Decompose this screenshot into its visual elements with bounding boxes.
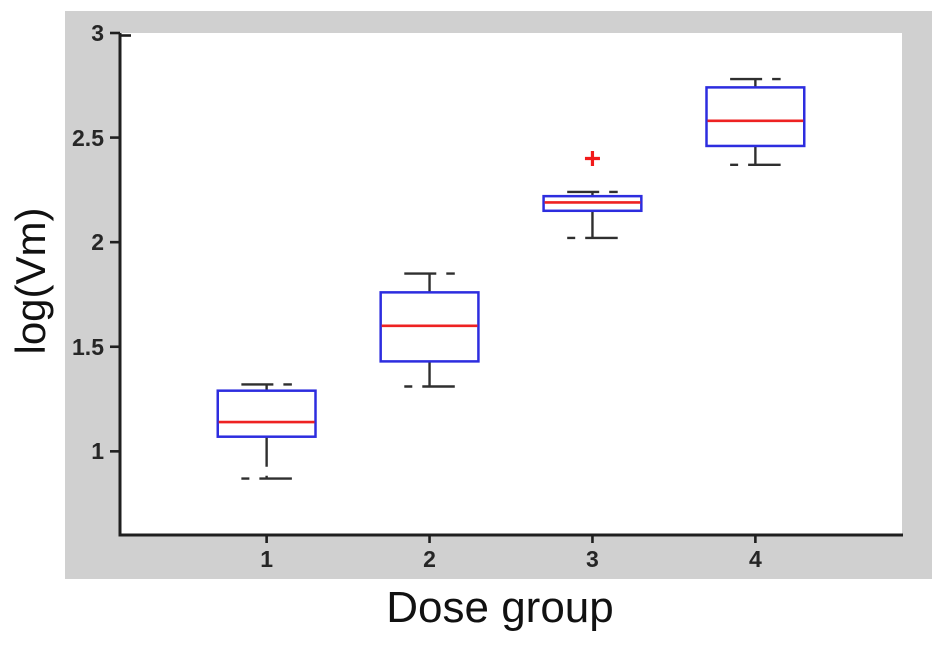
- y-tick-label: 1.5: [72, 333, 104, 360]
- outlier-marker: [584, 151, 600, 166]
- x-tick-label: 1: [260, 546, 274, 572]
- box-rect: [216, 389, 317, 438]
- x-tick-label: 4: [748, 546, 762, 572]
- y-tick-label: 2: [91, 229, 104, 256]
- x-tick-label: 3: [586, 546, 599, 572]
- x-tick-label: 2: [423, 546, 436, 572]
- axis-lines: [118, 33, 903, 537]
- y-tick-label: 2.5: [72, 124, 104, 151]
- y-tick-label: 3: [91, 20, 104, 46]
- y-tick-label: 1: [91, 438, 104, 465]
- box-rect: [705, 86, 806, 148]
- x-axis-title: Dose group: [386, 583, 614, 632]
